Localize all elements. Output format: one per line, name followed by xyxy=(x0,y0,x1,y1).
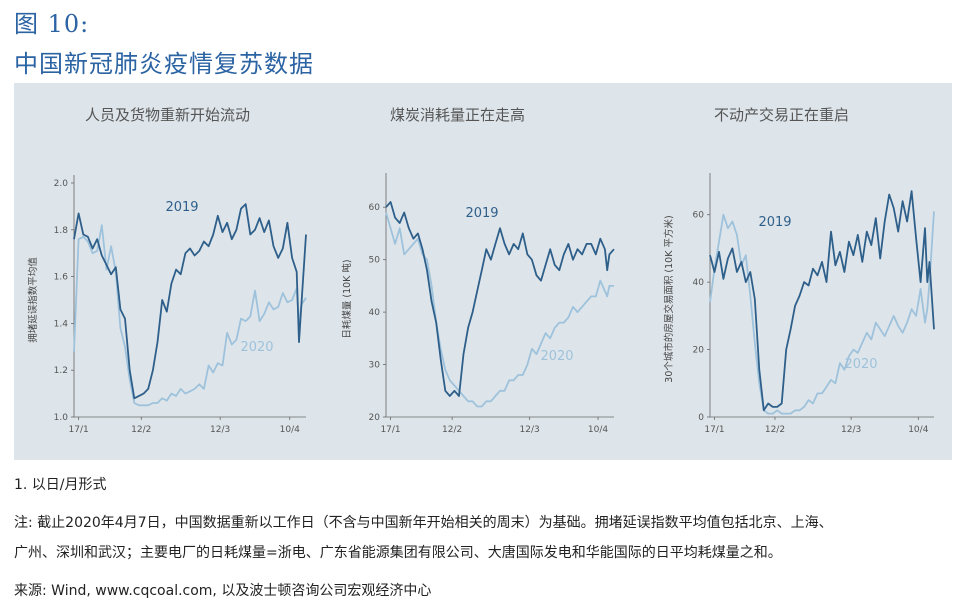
x-tick-label-2-2: 12/3 xyxy=(841,425,861,435)
series-label-1-2019: 2019 xyxy=(465,206,498,221)
series-label-0-2019: 2019 xyxy=(165,200,198,215)
y-axis-label-0: 拥堵延误指数平均值 xyxy=(27,257,39,343)
y-tick-label-1-2: 40 xyxy=(369,308,381,318)
y-axis-label-2: 30个城市的房屋交易面积 (10K 平方米) xyxy=(663,215,675,382)
x-tick-label-1-1: 12/2 xyxy=(442,425,462,435)
x-tick-label-2-3: 10/4 xyxy=(908,425,928,435)
footnote-source: 来源: Wind, www.cqcoal.com, 以及波士顿咨询公司宏观经济中… xyxy=(14,583,432,599)
y-tick-label-0-1: 1.2 xyxy=(54,366,68,376)
series-label-2-2020: 2020 xyxy=(844,357,877,372)
figure-number: 图 10: xyxy=(14,10,90,38)
series-line-1-2019 xyxy=(385,201,615,397)
x-tick-label-2-0: 17/1 xyxy=(704,425,724,435)
y-tick-label-1-0: 20 xyxy=(369,413,381,423)
y-tick-label-0-5: 2.0 xyxy=(54,179,69,189)
y-tick-label-1-4: 60 xyxy=(369,203,381,213)
chart-title-2: 不动产交易正在重启 xyxy=(714,106,849,124)
y-tick-label-2-1: 20 xyxy=(693,346,705,356)
series-label-0-2020: 2020 xyxy=(240,340,273,355)
y-tick-label-2-3: 60 xyxy=(693,211,705,221)
y-tick-label-1-1: 30 xyxy=(369,361,381,371)
y-tick-label-1-3: 50 xyxy=(369,256,381,266)
x-tick-label-1-3: 10/4 xyxy=(588,425,608,435)
series-line-2-2019 xyxy=(709,190,935,412)
x-tick-label-2-1: 12/2 xyxy=(765,425,785,435)
chart-title-0: 人员及货物重新开始流动 xyxy=(85,106,250,124)
chart-panel-background xyxy=(14,83,952,460)
y-tick-label-0-2: 1.4 xyxy=(54,319,69,329)
y-axis-label-1: 日耗煤量 (10K 吨) xyxy=(341,259,353,338)
x-tick-label-0-0: 17/1 xyxy=(69,425,89,435)
y-tick-label-2-0: 0 xyxy=(698,413,704,423)
x-tick-label-0-2: 12/3 xyxy=(210,425,230,435)
y-tick-label-0-3: 1.6 xyxy=(54,273,69,283)
x-tick-label-1-2: 12/3 xyxy=(520,425,540,435)
series-line-2-2020 xyxy=(709,211,935,415)
x-tick-label-0-3: 10/4 xyxy=(280,425,300,435)
x-tick-label-0-1: 12/2 xyxy=(131,425,151,435)
series-line-0-2019 xyxy=(73,203,307,400)
y-tick-label-0-4: 1.8 xyxy=(54,226,69,236)
series-label-1-2020: 2020 xyxy=(540,349,573,364)
series-label-2-2019: 2019 xyxy=(758,215,791,230)
x-tick-label-1-0: 17/1 xyxy=(380,425,400,435)
series-line-0-2020 xyxy=(73,224,307,407)
footnote-note-line2: 广州、深圳和武汉；主要电厂的日耗煤量=浙电、广东省能源集团有限公司、大唐国际发电… xyxy=(14,545,782,561)
footnote-format: 1. 以日/月形式 xyxy=(14,477,107,493)
figure-title: 中国新冠肺炎疫情复苏数据 xyxy=(14,50,314,78)
charts-area: 人员及货物重新开始流动 1.0 1.2 1.4 1.6 1.8 2.0 17/1 12/2 12/… xyxy=(27,106,935,435)
chart-title-1: 煤炭消耗量正在走高 xyxy=(390,106,525,124)
y-tick-label-0-0: 1.0 xyxy=(54,413,69,423)
y-tick-label-2-2: 40 xyxy=(693,278,705,288)
footnote-note-line1: 注: 截止2020年4月7日，中国数据重新以工作日（不含与中国新年开始相关的周末… xyxy=(14,515,833,531)
